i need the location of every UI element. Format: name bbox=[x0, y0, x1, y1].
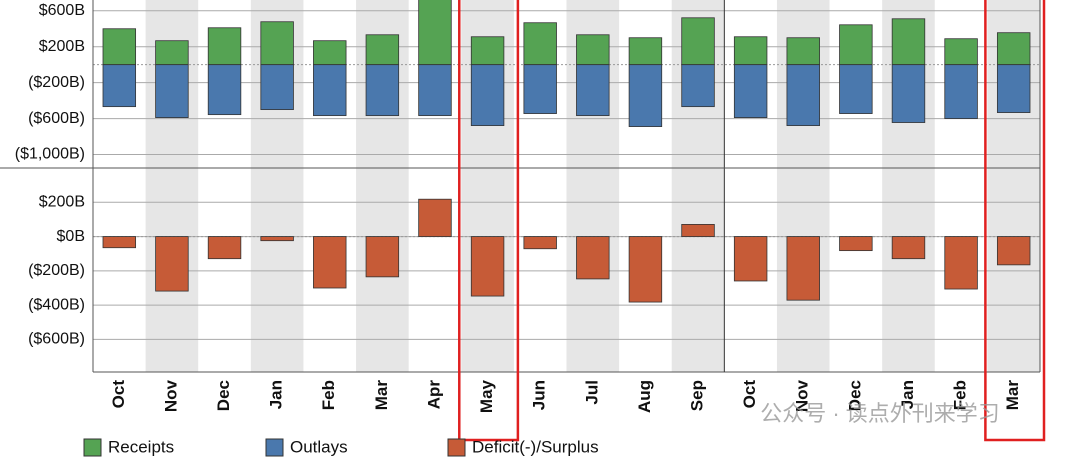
x-tick-label: Nov bbox=[793, 379, 812, 412]
x-tick-label: Mar bbox=[1003, 380, 1022, 411]
bar bbox=[365, 236, 400, 278]
y-tick-label: ($1,000B) bbox=[15, 146, 85, 163]
bar bbox=[470, 64, 505, 126]
legend-swatch bbox=[447, 438, 466, 457]
bar bbox=[681, 64, 715, 108]
highlight-box bbox=[458, 0, 520, 442]
bar bbox=[102, 64, 137, 108]
x-tick-label: Oct bbox=[109, 380, 128, 409]
x-tick-label: Feb bbox=[951, 380, 970, 410]
bar bbox=[839, 236, 873, 252]
bar bbox=[891, 64, 926, 123]
x-tick-label: Jun bbox=[530, 380, 549, 410]
x-tick-label: Dec bbox=[214, 380, 233, 411]
bar bbox=[996, 236, 1031, 266]
bar bbox=[628, 64, 663, 127]
bar bbox=[628, 37, 663, 66]
bar bbox=[155, 236, 189, 292]
bar bbox=[523, 236, 557, 250]
bar bbox=[891, 18, 926, 66]
bar bbox=[523, 64, 557, 114]
y-tick-label: ($200B) bbox=[28, 262, 85, 279]
bar bbox=[365, 34, 400, 66]
legend-swatch bbox=[83, 438, 102, 457]
x-tick-label: Mar bbox=[372, 380, 391, 411]
y-tick-label: ($400B) bbox=[28, 296, 85, 313]
bar bbox=[418, 198, 452, 237]
x-tick-label: Jan bbox=[267, 380, 286, 409]
bottom-panel bbox=[102, 198, 1031, 303]
bar bbox=[628, 236, 663, 303]
bar bbox=[996, 64, 1031, 113]
bar bbox=[944, 236, 978, 290]
y-tick-label: $600B bbox=[39, 2, 85, 19]
bar bbox=[733, 64, 768, 119]
bar bbox=[996, 32, 1031, 66]
bar bbox=[944, 64, 978, 119]
bar bbox=[313, 40, 347, 66]
bar bbox=[418, 64, 452, 117]
x-tick-label: May bbox=[477, 379, 496, 413]
bar bbox=[733, 36, 768, 66]
bar bbox=[786, 236, 820, 301]
legend-swatch bbox=[265, 438, 284, 457]
bar bbox=[891, 236, 926, 260]
y-tick-label: $0B bbox=[57, 228, 85, 245]
x-tick-label: Oct bbox=[740, 380, 759, 409]
bar bbox=[418, 0, 452, 66]
bar bbox=[207, 236, 242, 260]
overlay: Oct Nov Dec Jan Feb Mar Apr May Jun Jul Aug Sep Oct N… bbox=[0, 0, 1046, 457]
x-tick-label: Feb bbox=[319, 380, 338, 410]
bar bbox=[944, 38, 978, 66]
bar bbox=[313, 236, 347, 289]
bar bbox=[313, 64, 347, 117]
bar bbox=[260, 236, 294, 242]
bar bbox=[102, 236, 137, 249]
background: $600B $200B ($200B) ($600B) ($1,000B) $200B $0… bbox=[15, 0, 1040, 372]
highlight-box bbox=[984, 0, 1046, 442]
bar bbox=[470, 236, 505, 297]
x-tick-label: Apr bbox=[424, 380, 443, 410]
bar bbox=[681, 223, 715, 237]
top-panel bbox=[102, 0, 1031, 127]
bar bbox=[523, 22, 557, 66]
bar bbox=[786, 64, 820, 126]
bar bbox=[102, 28, 137, 66]
bar bbox=[470, 36, 505, 66]
bar bbox=[681, 17, 715, 66]
x-tick-label: Dec bbox=[845, 380, 864, 411]
legend-label: Receipts bbox=[108, 437, 174, 456]
bar bbox=[365, 64, 400, 117]
bar bbox=[207, 27, 242, 66]
x-tick-label: Jan bbox=[898, 380, 917, 409]
x-tick-label: Aug bbox=[635, 380, 654, 413]
bar bbox=[155, 40, 189, 66]
y-tick-label: $200B bbox=[39, 38, 85, 55]
bar bbox=[576, 34, 610, 66]
bar bbox=[839, 64, 873, 114]
bar bbox=[576, 236, 610, 280]
y-tick-label: ($600B) bbox=[28, 110, 85, 127]
y-tick-label: $200B bbox=[39, 194, 85, 211]
bar bbox=[260, 21, 294, 66]
y-tick-label: ($600B) bbox=[28, 331, 85, 348]
y-tick-label: ($200B) bbox=[28, 74, 85, 91]
x-tick-label: Jul bbox=[582, 380, 601, 405]
legend-label: Outlays bbox=[290, 437, 348, 456]
watermark: 公众号 · 读点外刊来学习 bbox=[760, 401, 1000, 426]
bar bbox=[207, 64, 242, 116]
bar bbox=[155, 64, 189, 119]
x-tick-label: Sep bbox=[688, 380, 707, 411]
bar bbox=[786, 37, 820, 66]
x-tick-label: Nov bbox=[161, 379, 180, 412]
bar bbox=[733, 236, 768, 282]
legend-label: Deficit(-)/Surplus bbox=[472, 437, 599, 456]
bar bbox=[260, 64, 294, 111]
bar bbox=[839, 24, 873, 66]
bar bbox=[576, 64, 610, 117]
